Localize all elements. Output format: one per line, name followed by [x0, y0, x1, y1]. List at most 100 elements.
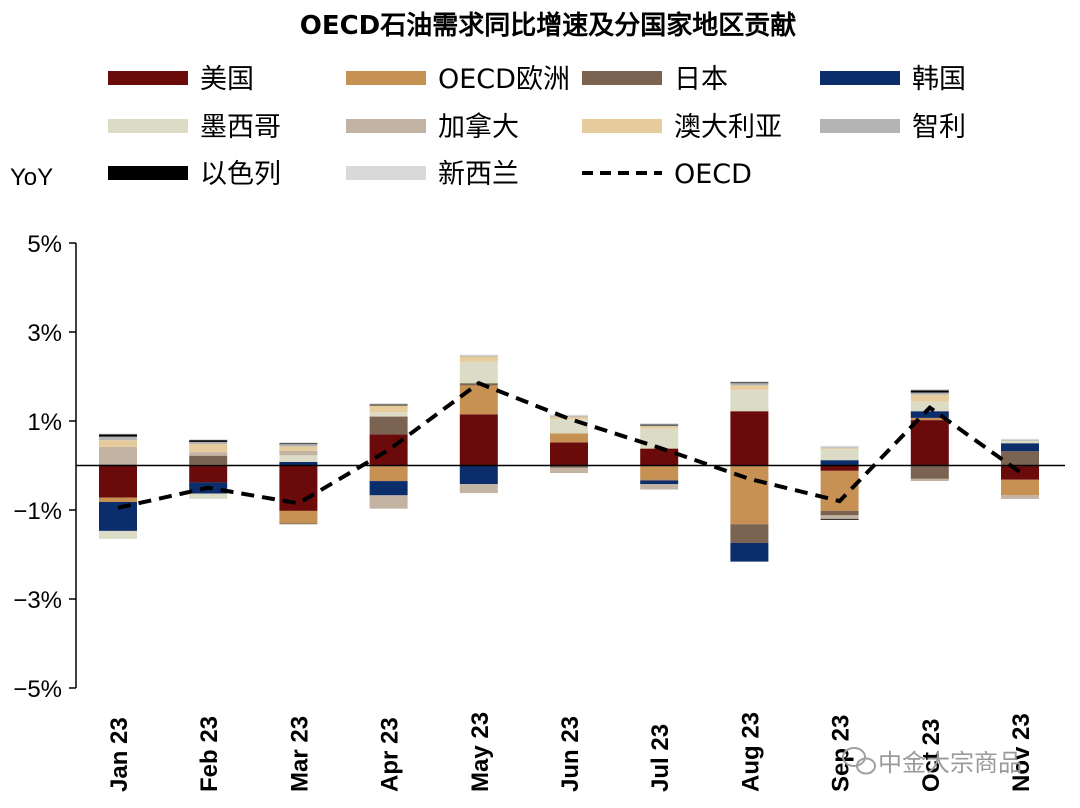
legend-swatch: [346, 119, 426, 133]
bar-segment: [1001, 440, 1039, 442]
y-tick-label: 5%: [27, 231, 62, 258]
bar-segment: [369, 465, 408, 482]
bar-segment: [550, 433, 588, 443]
bar-segment: [279, 465, 318, 511]
y-tick-label: −1%: [13, 498, 62, 525]
bar-segment: [640, 428, 679, 449]
bar-segment: [550, 414, 588, 417]
x-tick-label: Jan 23: [106, 717, 133, 792]
legend-label: 美国: [200, 64, 254, 95]
bar-segment: [730, 385, 769, 390]
legend-swatch: [346, 166, 426, 180]
legend-item: 美国: [108, 64, 254, 95]
bar-segment: [910, 392, 949, 395]
bar-segment: [459, 465, 498, 485]
bar-segment: [459, 414, 498, 466]
bar-segment: [820, 445, 859, 448]
bar-segment: [820, 447, 859, 449]
y-tick-label: −3%: [13, 587, 62, 614]
bar-segment: [550, 416, 588, 420]
x-tick-label: Nov 23: [1008, 713, 1035, 792]
bar-segment: [910, 420, 949, 466]
bar-segment: [99, 446, 137, 465]
bar-segment: [640, 465, 679, 480]
bar-segment: [910, 388, 949, 391]
bar-segment: [369, 481, 408, 496]
legend-swatch: [820, 119, 900, 133]
bar-segment: [99, 440, 137, 447]
y-tick-label: 3%: [27, 320, 62, 347]
x-tick-label: Mar 23: [286, 716, 313, 792]
legend-swatch: [108, 71, 188, 85]
bar-segment: [910, 390, 949, 393]
bar-segment: [279, 443, 318, 445]
bar-segment: [910, 411, 949, 418]
oecd-line: [117, 380, 1022, 510]
bar-segment: [820, 470, 859, 511]
bar-segment: [730, 542, 769, 562]
bar-segment: [640, 448, 679, 466]
legend-item: 墨西哥: [108, 112, 281, 143]
bar-segment: [279, 450, 318, 456]
bar-segment: [640, 424, 679, 426]
bar-segment: [820, 518, 859, 520]
legend-item: 澳大利亚: [582, 112, 782, 143]
bar-segment: [730, 411, 769, 466]
bar-segment: [550, 465, 588, 468]
bar-segment: [1001, 479, 1039, 496]
legend-item: 以色列: [108, 159, 281, 190]
x-tick-label: Jul 23: [647, 724, 674, 792]
bar-segment: [99, 530, 137, 539]
bar-segment: [640, 480, 679, 485]
bar-segment: [820, 465, 859, 471]
bar-segment: [1001, 495, 1039, 499]
bar-segment: [99, 465, 137, 498]
bar-segment: [369, 405, 408, 413]
legend-label: 智利: [912, 112, 966, 143]
bar-segment: [550, 442, 588, 466]
legend-item: 加拿大: [346, 112, 519, 143]
bar-segment: [910, 417, 949, 421]
legend-label: 日本: [674, 64, 728, 95]
y-tick-label: 1%: [27, 409, 62, 436]
legend-label: 加拿大: [438, 112, 519, 143]
bar-segment: [459, 385, 498, 415]
x-tick-label: Oct 23: [918, 719, 945, 792]
x-tick-label: Feb 23: [196, 716, 223, 792]
legend-label: 澳大利亚: [674, 112, 782, 143]
legend-item: 日本: [582, 64, 728, 95]
bar-segment: [910, 394, 949, 402]
bar-segment: [369, 416, 408, 435]
bar-segment: [369, 412, 408, 417]
bar-segment: [189, 439, 228, 441]
bar-segment: [1001, 465, 1039, 480]
legend-label: OECD: [674, 159, 752, 190]
bars: [99, 354, 1039, 562]
bar-segment: [189, 452, 228, 456]
bar-segment: [640, 426, 679, 429]
bar-segment: [640, 425, 679, 427]
bar-segment: [189, 441, 228, 445]
bar-segment: [730, 381, 769, 383]
bar-segment: [459, 355, 498, 357]
bar-segment: [730, 524, 769, 543]
watermark-text: 中金大宗商品: [878, 749, 1022, 777]
legend-label: 以色列: [200, 159, 281, 190]
chart-title: OECD石油需求同比增速及分国家地区贡献: [300, 10, 797, 41]
bar-segment: [459, 354, 498, 356]
bar-segment: [730, 389, 769, 412]
bar-segment: [640, 479, 679, 481]
bar-segment: [910, 465, 949, 479]
bar-segment: [459, 361, 498, 384]
bar-segment: [189, 455, 228, 465]
bar-segment: [730, 382, 769, 384]
bar-segment: [369, 404, 408, 406]
bar-segment: [550, 467, 588, 474]
legend-swatch: [346, 71, 426, 85]
legend-item: 韩国: [820, 64, 966, 95]
y-axis-label: YoY: [10, 164, 53, 191]
bar-segment: [99, 434, 137, 437]
bar-segment: [459, 356, 498, 362]
bar-segment: [189, 440, 228, 442]
